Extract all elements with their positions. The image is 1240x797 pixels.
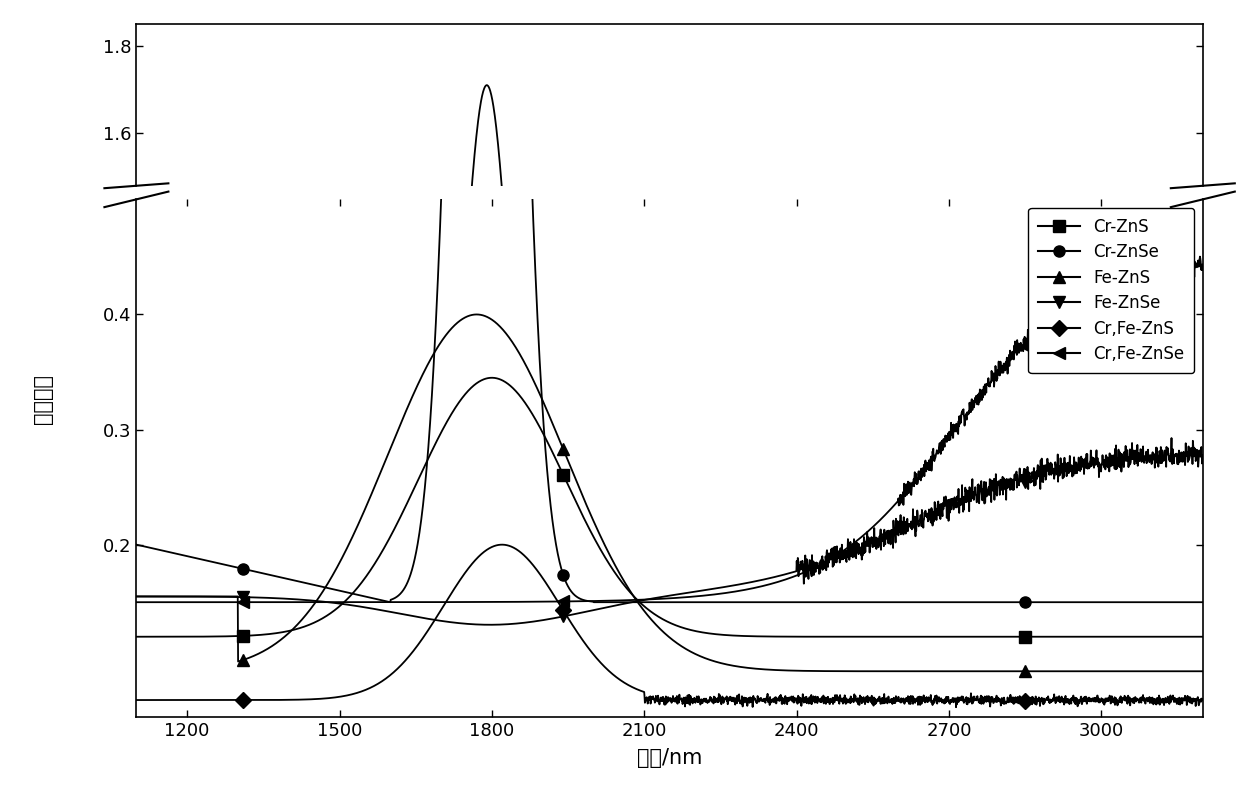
Fe-ZnS [250,650,265,659]
Fe-ZnS [1060,666,1075,676]
Line: Cr,Fe-ZnS: Cr,Fe-ZnS [136,544,1203,707]
Text: 吸收强度: 吸收强度 [33,374,53,423]
Cr-ZnSe [538,448,553,457]
Fe-ZnS [1195,666,1210,676]
Cr,Fe-ZnS [314,694,329,704]
Fe-ZnSe [1176,456,1190,465]
Cr-ZnSe [314,582,329,591]
Cr-ZnS [538,434,553,443]
Cr,Fe-ZnS [1195,694,1210,704]
Fe-ZnSe [1195,450,1210,460]
Cr-ZnSe [1176,598,1190,607]
Cr-ZnSe [250,567,265,577]
Cr-ZnS [1127,632,1142,642]
Cr,Fe-ZnS [495,540,510,549]
Fe-ZnS [584,512,599,522]
Fe-ZnSe [1164,434,1179,443]
Fe-ZnSe [584,606,599,615]
Cr-ZnS [485,373,500,383]
Cr-ZnS [1195,632,1210,642]
Cr-ZnSe [129,540,144,549]
Cr,Fe-ZnSe [1059,298,1074,308]
Cr-ZnSe [1060,598,1075,607]
Line: Cr-ZnSe: Cr-ZnSe [136,0,1203,603]
Line: Cr-ZnS: Cr-ZnS [136,378,1203,637]
Cr-ZnSe [587,598,601,607]
Cr,Fe-ZnS [538,578,553,587]
Cr,Fe-ZnSe [1152,249,1167,259]
Legend: Cr-ZnS, Cr-ZnSe, Fe-ZnS, Fe-ZnSe, Cr,Fe-ZnS, Cr,Fe-ZnSe: Cr-ZnS, Cr-ZnSe, Fe-ZnS, Fe-ZnSe, Cr,Fe-… [1028,208,1194,373]
Fe-ZnS [314,589,329,599]
Cr,Fe-ZnSe [314,598,329,607]
Cr-ZnSe [1195,598,1210,607]
Cr-ZnSe [584,597,599,607]
Fe-ZnSe [482,620,497,630]
Cr,Fe-ZnS [1060,694,1075,704]
Cr-ZnS [314,614,329,624]
Fe-ZnSe [250,593,265,603]
Cr-ZnS [129,632,144,642]
Cr,Fe-ZnS [949,702,963,712]
Fe-ZnS [469,310,484,320]
Cr,Fe-ZnS [1176,697,1190,707]
Fe-ZnS [538,402,553,412]
Line: Cr,Fe-ZnSe: Cr,Fe-ZnSe [136,254,1203,603]
Fe-ZnS [1174,666,1189,676]
Cr,Fe-ZnSe [129,598,144,607]
Fe-ZnSe [1060,461,1075,470]
Cr,Fe-ZnS [250,695,265,705]
Cr,Fe-ZnSe [584,596,599,606]
Line: Fe-ZnSe: Fe-ZnSe [136,438,1203,625]
Cr-ZnS [584,529,599,539]
Fe-ZnS [129,591,144,601]
Cr-ZnS [1060,632,1075,642]
Cr-ZnS [250,630,265,640]
Cr,Fe-ZnSe [1174,269,1189,278]
Cr,Fe-ZnS [584,648,599,658]
Cr,Fe-ZnSe [538,597,553,607]
Fe-ZnSe [538,615,553,625]
Cr-ZnS [1176,632,1190,642]
Cr,Fe-ZnS [129,695,144,705]
Cr,Fe-ZnSe [1195,260,1210,269]
Fe-ZnSe [129,591,144,601]
Cr,Fe-ZnSe [250,598,265,607]
Fe-ZnSe [314,597,329,607]
X-axis label: 波长/nm: 波长/nm [637,748,702,768]
Line: Fe-ZnS: Fe-ZnS [136,315,1203,671]
